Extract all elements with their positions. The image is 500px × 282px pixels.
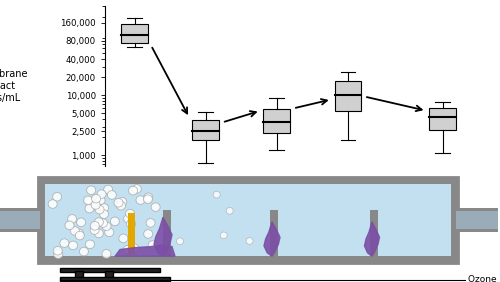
Text: Membrane
intact
cells/mL: Membrane intact cells/mL [0,69,28,103]
Circle shape [96,196,105,205]
Circle shape [128,186,138,195]
Bar [430,108,456,130]
Bar [128,213,135,254]
Circle shape [110,217,120,226]
Circle shape [76,218,86,227]
Bar [60,268,160,272]
Circle shape [52,193,62,201]
Circle shape [148,241,157,249]
Circle shape [48,200,57,208]
Bar [334,81,361,111]
Circle shape [97,190,106,199]
Circle shape [100,204,108,212]
Bar [456,208,498,232]
Bar [60,277,170,281]
Circle shape [94,218,104,226]
Bar [45,184,451,256]
Circle shape [84,196,92,205]
Bar [75,272,83,278]
Circle shape [65,221,74,230]
Polygon shape [364,222,380,256]
Circle shape [104,185,112,194]
Circle shape [60,239,69,247]
Circle shape [80,247,88,256]
Bar [105,272,113,278]
Bar [264,109,290,133]
Bar [38,177,458,263]
Circle shape [54,250,62,259]
Circle shape [108,191,116,199]
Bar [370,210,378,256]
Circle shape [123,245,132,254]
Circle shape [116,201,126,210]
Circle shape [54,246,62,255]
Polygon shape [154,217,172,256]
Circle shape [98,219,108,227]
Bar [0,208,40,232]
Circle shape [126,220,136,228]
Circle shape [90,226,99,234]
Circle shape [144,230,152,238]
Circle shape [74,229,84,238]
Circle shape [119,234,128,243]
Circle shape [124,215,132,223]
Circle shape [136,196,145,204]
Circle shape [144,195,152,204]
Circle shape [100,210,108,219]
Circle shape [114,199,123,207]
Circle shape [104,228,114,237]
Circle shape [92,194,100,203]
Bar [270,210,278,256]
Bar [0,211,40,228]
Bar [122,24,148,43]
Polygon shape [264,222,280,256]
Circle shape [86,186,96,195]
Circle shape [68,215,76,223]
Circle shape [176,238,184,244]
Circle shape [220,232,227,239]
Circle shape [86,197,94,206]
Bar [192,120,219,140]
Circle shape [85,204,94,213]
Text: Ozone gas: Ozone gas [468,275,500,282]
Circle shape [226,208,233,214]
Bar [163,210,171,256]
Circle shape [86,240,94,249]
Circle shape [70,227,80,235]
Circle shape [94,229,104,238]
Circle shape [102,222,111,230]
Circle shape [102,250,111,258]
Polygon shape [115,245,175,256]
Circle shape [91,201,100,209]
Circle shape [246,238,253,244]
Circle shape [144,193,152,202]
Bar [456,211,498,228]
Circle shape [118,197,127,206]
Circle shape [130,244,138,252]
Circle shape [132,185,141,193]
Circle shape [151,203,160,212]
Circle shape [76,231,84,240]
Circle shape [90,222,100,230]
Circle shape [146,219,155,227]
Circle shape [93,202,102,211]
Circle shape [213,191,220,198]
Circle shape [126,209,134,218]
Circle shape [68,241,78,250]
Circle shape [95,205,104,214]
